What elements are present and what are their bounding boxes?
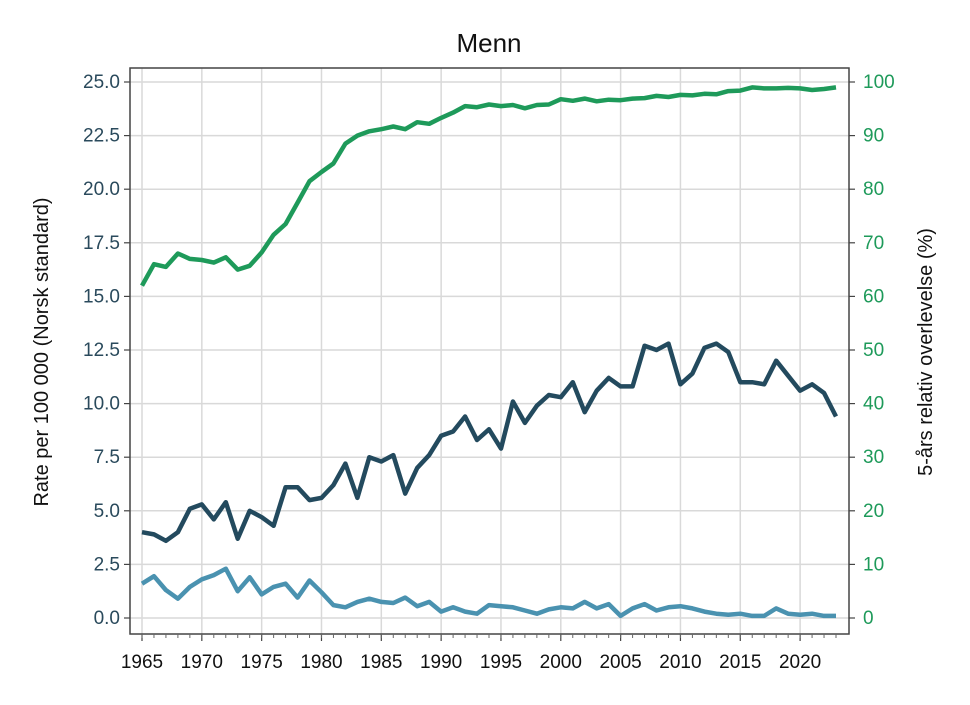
series-line-3	[140, 566, 836, 619]
y-tick-label-right: 40	[863, 394, 884, 415]
series-line-1	[140, 85, 837, 287]
series-group	[140, 85, 839, 619]
x-tick-label: 1990	[420, 652, 462, 673]
x-tick-label: 1995	[480, 652, 522, 673]
series-line-2	[141, 341, 839, 544]
y-tick-label-right: 70	[863, 233, 884, 254]
y-ticks-right: 0 10 20 30 40 50 60 70 80 90 100	[849, 72, 895, 629]
x-tick-label: 2010	[659, 652, 701, 673]
y-tick-label-left: 15.0	[83, 286, 120, 307]
y-tick-label-left: 22.5	[83, 126, 120, 147]
y-tick-label-left: 2.5	[94, 554, 120, 575]
y-ticks-left: 0.0 2.5 5.0 7.5 10.0 12.5 15.0 17.5 20.0 22.5 25.0	[83, 72, 130, 629]
y-tick-label-right: 100	[863, 72, 895, 93]
x-ticks: 1965 1970 1975 1980 1985 1990 1995 2000 2005 2010…	[121, 634, 837, 673]
y-tick-label-left: 5.0	[94, 501, 120, 522]
x-tick-label: 1985	[360, 652, 402, 673]
y-tick-label-right: 10	[863, 554, 884, 575]
y-tick-label-left: 12.5	[83, 340, 120, 361]
chart-title: Menn	[456, 28, 521, 58]
y-tick-label-left: 20.0	[83, 179, 120, 200]
y-tick-label-right: 80	[863, 179, 884, 200]
y-axis-label-right: 5-års relativ overlevelse (%)	[915, 228, 937, 476]
y-tick-label-right: 30	[863, 447, 884, 468]
y-tick-label-left: 7.5	[94, 447, 120, 468]
x-tick-label: 2005	[599, 652, 641, 673]
y-tick-label-right: 60	[863, 286, 884, 307]
x-tick-label: 2000	[540, 652, 582, 673]
x-tick-label: 1970	[181, 652, 223, 673]
y-tick-label-left: 25.0	[83, 72, 120, 93]
y-tick-label-right: 20	[863, 501, 884, 522]
plot-frame	[129, 67, 850, 635]
grid	[130, 68, 849, 634]
y-tick-label-left: 0.0	[94, 608, 120, 629]
y-tick-label-right: 0	[863, 608, 874, 629]
y-tick-label-right: 90	[863, 126, 884, 147]
x-tick-label: 1980	[300, 652, 342, 673]
y-tick-label-right: 50	[863, 340, 884, 361]
x-tick-label: 2015	[719, 652, 761, 673]
x-tick-label: 1965	[121, 652, 163, 673]
x-tick-label: 2020	[779, 652, 821, 673]
y-axis-label-left: Rate per 100 000 (Norsk standard)	[31, 197, 53, 506]
x-tick-label: 1975	[241, 652, 283, 673]
y-tick-label-left: 17.5	[83, 233, 120, 254]
y-tick-label-left: 10.0	[83, 394, 120, 415]
